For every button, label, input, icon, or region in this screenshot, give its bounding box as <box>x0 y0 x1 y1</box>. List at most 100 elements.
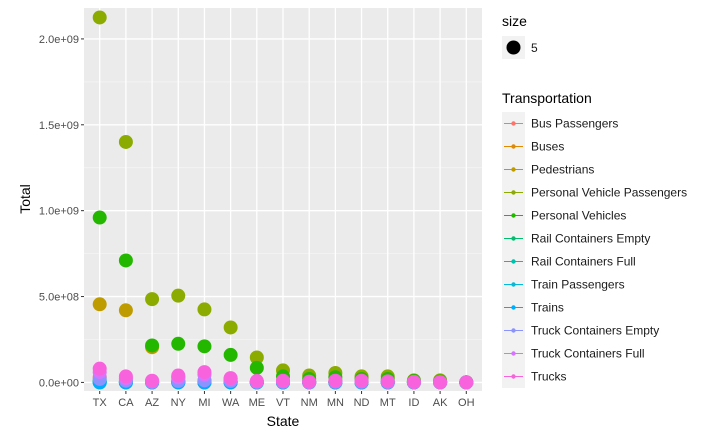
x-tick-label: AZ <box>145 397 159 409</box>
data-point <box>223 347 238 362</box>
data-point <box>118 303 133 318</box>
data-point <box>249 350 264 365</box>
legend-label: Trucks <box>531 370 567 384</box>
y-tick-label: 1.0e+09 <box>39 206 79 218</box>
data-point <box>145 338 160 353</box>
legend-item: Rail Containers Full <box>502 250 636 273</box>
legend-label: Buses <box>531 140 564 154</box>
data-point <box>92 361 107 376</box>
legend: size 5 Transportation Bus Passengers Buse… <box>502 13 687 388</box>
legend-key-point <box>511 328 516 333</box>
x-tick-label: AK <box>433 397 448 409</box>
legend-item: Rail Containers Empty <box>502 227 650 250</box>
data-point <box>459 375 474 390</box>
legend-key-point <box>511 374 516 379</box>
data-point <box>197 302 212 317</box>
data-point <box>145 373 160 388</box>
data-point <box>118 369 133 384</box>
legend-color-title: Transportation <box>502 90 592 106</box>
x-tick-label: MN <box>327 397 344 409</box>
data-point <box>118 253 133 268</box>
legend-key-point <box>511 213 516 218</box>
data-point <box>249 360 264 375</box>
x-tick-label: TX <box>93 397 108 409</box>
legend-key-point <box>511 259 516 264</box>
legend-key-point <box>511 167 516 172</box>
data-point <box>223 371 238 386</box>
legend-item: Bus Passengers <box>502 112 618 135</box>
y-tick-label: 2.0e+09 <box>39 34 79 46</box>
legend-item: Trucks <box>502 365 567 388</box>
legend-item: Truck Containers Full <box>502 342 645 365</box>
data-point <box>380 374 395 389</box>
legend-item: Personal Vehicles <box>502 204 626 227</box>
legend-label: Personal Vehicle Passengers <box>531 186 687 200</box>
legend-key-point <box>511 190 516 195</box>
legend-item: Trains <box>502 296 564 319</box>
data-point <box>197 339 212 354</box>
data-point <box>92 297 107 312</box>
x-tick-label: MI <box>198 397 210 409</box>
legend-label: Pedestrians <box>531 163 594 177</box>
data-point <box>406 374 421 389</box>
legend-item: Train Passengers <box>502 273 625 296</box>
y-axis: 0.0e+00 5.0e+08 1.0e+09 1.5e+09 2.0e+09 <box>39 34 84 389</box>
legend-label: Truck Containers Full <box>531 347 645 361</box>
data-point <box>171 368 186 383</box>
data-point <box>249 374 264 389</box>
legend-label: Trains <box>531 301 564 315</box>
legend-label: Rail Containers Empty <box>531 232 650 246</box>
x-tick-label: OH <box>458 397 475 409</box>
y-tick-label: 5.0e+08 <box>39 292 79 304</box>
legend-item: Pedestrians <box>502 158 594 181</box>
data-point <box>433 375 448 390</box>
data-point <box>223 320 238 335</box>
data-point <box>171 288 186 303</box>
x-tick-label: VT <box>276 397 290 409</box>
x-tick-label: MT <box>380 397 396 409</box>
data-point <box>328 373 343 388</box>
x-tick-label: ID <box>408 397 419 409</box>
legend-key-point <box>511 351 516 356</box>
legend-item: Truck Containers Empty <box>502 319 659 342</box>
x-tick-label: ME <box>249 397 266 409</box>
legend-label: Train Passengers <box>531 278 625 292</box>
legend-key-point <box>511 305 516 310</box>
legend-key-point <box>511 144 516 149</box>
legend-size-title: size <box>502 13 527 29</box>
legend-key-point <box>511 282 516 287</box>
y-tick-label: 1.5e+09 <box>39 120 79 132</box>
legend-label: Bus Passengers <box>531 117 618 131</box>
x-axis-title: State <box>267 413 300 429</box>
data-point <box>302 374 317 389</box>
legend-label: Personal Vehicles <box>531 209 626 223</box>
data-point <box>354 373 369 388</box>
legend-item: Buses <box>502 135 564 158</box>
data-point <box>276 373 290 388</box>
legend-size-symbol <box>506 40 521 55</box>
x-tick-label: NY <box>171 397 187 409</box>
legend-items: Bus Passengers Buses Pedestrians Personal V… <box>502 112 687 388</box>
x-tick-label: WA <box>222 397 240 409</box>
x-tick-label: ND <box>354 397 370 409</box>
legend-size-label: 5 <box>531 41 538 55</box>
data-point <box>92 210 107 225</box>
legend-label: Truck Containers Empty <box>531 324 659 338</box>
data-point <box>92 10 107 25</box>
data-point <box>118 134 133 149</box>
x-tick-label: CA <box>118 397 134 409</box>
data-points <box>92 10 474 390</box>
legend-key-point <box>511 121 516 126</box>
x-tick-label: NM <box>301 397 318 409</box>
data-point <box>197 365 212 380</box>
y-axis-title: Total <box>17 184 33 214</box>
legend-item: Personal Vehicle Passengers <box>502 181 687 204</box>
data-point <box>145 292 160 307</box>
x-axis: TX CA AZ NY MI WA ME VT NM MN ND MT ID AK OH <box>93 391 475 409</box>
data-point <box>171 336 186 351</box>
legend-label: Rail Containers Full <box>531 255 636 269</box>
y-tick-label: 0.0e+00 <box>39 377 79 389</box>
grid-major <box>84 8 482 391</box>
legend-key-point <box>511 236 516 241</box>
